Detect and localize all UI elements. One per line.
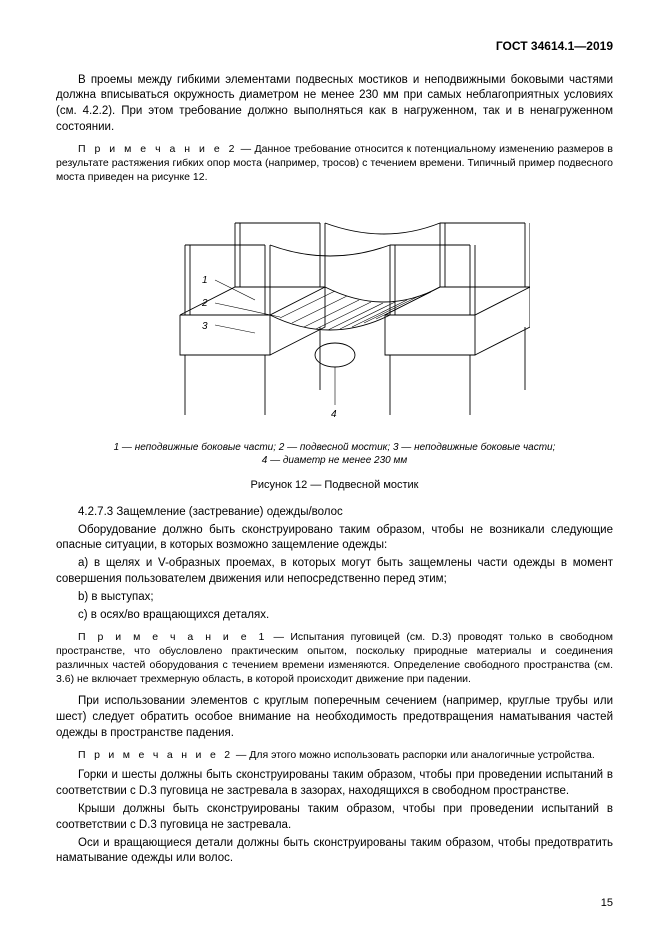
note-paragraph: П р и м е ч а н и е 1 — Испытания пугови… <box>56 630 613 687</box>
list-item: b) в выступах; <box>56 590 613 606</box>
document-code: ГОСТ 34614.1—2019 <box>56 38 613 55</box>
note-paragraph: П р и м е ч а н и е 2 — Данное требовани… <box>56 142 613 185</box>
section-heading: 4.2.7.3 Защемление (застревание) одежды/… <box>56 505 613 521</box>
figure-caption: Рисунок 12 — Подвесной мостик <box>56 478 613 493</box>
note-text: — Для этого можно использовать распорки … <box>233 749 595 761</box>
note-label: П р и м е ч а н и е 2 <box>78 143 237 155</box>
body-paragraph: Крыши должны быть сконструированы таким … <box>56 802 613 834</box>
fig-label-3: 3 <box>202 321 208 332</box>
list-item: c) в осях/во вращающихся деталях. <box>56 608 613 624</box>
body-paragraph: Оборудование должно быть сконструировано… <box>56 523 613 555</box>
note-paragraph: П р и м е ч а н и е 2 — Для этого можно … <box>56 748 613 762</box>
body-paragraph: При использовании элементов с круглым по… <box>56 694 613 742</box>
figure-legend: 1 — неподвижные боковые части; 2 — подве… <box>56 441 613 468</box>
fig-label-4: 4 <box>331 409 337 420</box>
note-label: П р и м е ч а н и е 2 <box>78 749 233 761</box>
fig-label-1: 1 <box>202 275 208 286</box>
body-paragraph: Оси и вращающиеся детали должны быть ско… <box>56 836 613 868</box>
body-paragraph: В проемы между гибкими элементами подвес… <box>56 73 613 136</box>
fig-label-2: 2 <box>201 298 208 309</box>
note-label: П р и м е ч а н и е 1 <box>78 631 267 643</box>
list-item: a) в щелях и V-образных проемах, в котор… <box>56 556 613 588</box>
page-number: 15 <box>601 896 613 911</box>
body-paragraph: Горки и шесты должны быть сконструирован… <box>56 768 613 800</box>
figure-12: 1 2 3 4 1 — неподвижные боковые части; 2… <box>56 195 613 493</box>
bridge-diagram: 1 2 3 4 <box>140 195 530 435</box>
